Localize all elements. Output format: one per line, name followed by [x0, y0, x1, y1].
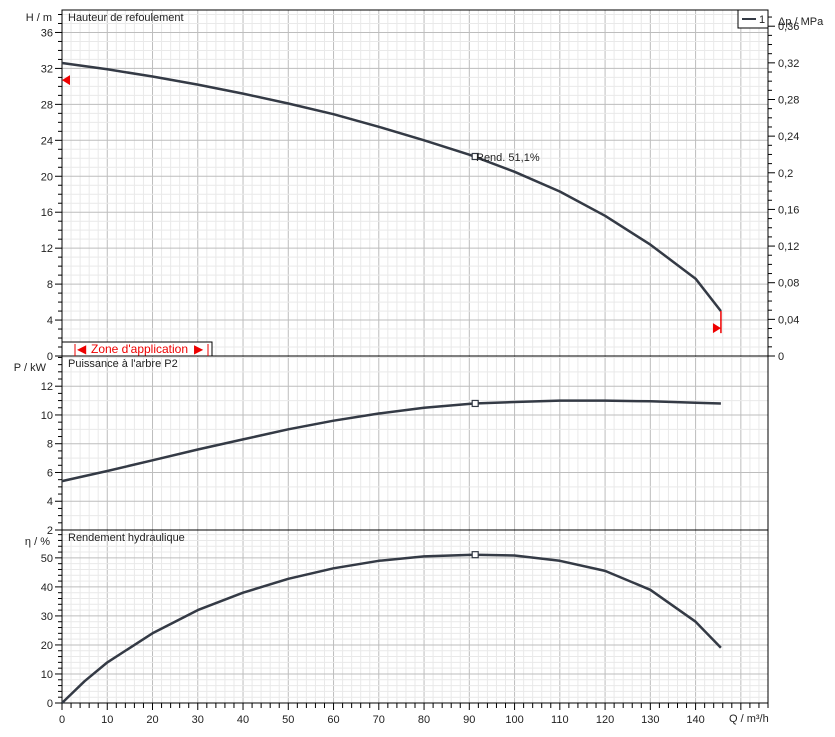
- x-tick-label: 20: [146, 714, 158, 726]
- panel-title-efficiency: Rendement hydraulique: [68, 532, 185, 544]
- y-label-head: H / m: [26, 12, 52, 24]
- x-tick-label: 120: [596, 714, 614, 726]
- y-tick-label: 20: [41, 171, 53, 183]
- x-tick-label: 130: [641, 714, 659, 726]
- right-limit-marker: [712, 323, 721, 334]
- application-zone: ◀ Zone d'application ▶: [61, 341, 213, 357]
- x-tick-label: 0: [59, 714, 65, 726]
- y-right-tick-label: 0: [778, 351, 784, 363]
- y-tick-label: 10: [41, 669, 53, 681]
- y-right-tick-label: 0,28: [778, 94, 799, 106]
- operating-point-marker: [471, 152, 479, 161]
- y-tick-label: 0: [47, 351, 53, 363]
- y-tick-label: 36: [41, 27, 53, 39]
- x-tick-label: 40: [237, 714, 249, 726]
- y-label-power: P / kW: [14, 362, 47, 374]
- axes: 04812162024283236246810120102030405000,0…: [41, 9, 799, 726]
- x-tick-label: 30: [192, 714, 204, 726]
- y-right-tick-label: 0,36: [778, 21, 799, 33]
- y-tick-label: 0: [47, 698, 53, 710]
- x-tick-label: 90: [463, 714, 475, 726]
- left-limit-marker: [62, 75, 70, 86]
- x-tick-label: 100: [505, 714, 523, 726]
- y-right-tick-label: 0,24: [778, 131, 799, 143]
- curve-line: [61, 399, 721, 483]
- y-tick-label: 24: [41, 135, 53, 147]
- y-tick-label: 4: [47, 496, 53, 508]
- operating-point-marker: [471, 399, 479, 408]
- legend-label: 1: [759, 14, 765, 26]
- y-tick-label: 10: [41, 410, 53, 422]
- y-tick-label: 8: [47, 439, 53, 451]
- x-tick-label: 110: [551, 714, 569, 726]
- legend: 1: [737, 9, 769, 29]
- y-tick-label: 12: [41, 381, 53, 393]
- y-tick-label: 16: [41, 207, 53, 219]
- zone-arrow-left: ◀: [77, 342, 87, 356]
- y-tick-label: 12: [41, 243, 53, 255]
- y-right-tick-label: 0,2: [778, 168, 793, 180]
- y-label-pressure: Δp / MPa: [778, 16, 824, 28]
- operating-point-marker: [471, 551, 479, 559]
- y-tick-label: 40: [41, 582, 53, 594]
- zone-label: Zone d'application: [91, 342, 188, 356]
- y-right-tick-label: 0,04: [778, 314, 799, 326]
- x-tick-label: 50: [282, 714, 294, 726]
- y-tick-label: 4: [47, 315, 53, 327]
- y-tick-label: 50: [41, 553, 53, 565]
- y-right-tick-label: 0,16: [778, 204, 799, 216]
- x-label: Q / m³/h: [729, 713, 769, 725]
- y-tick-label: 6: [47, 467, 53, 479]
- y-tick-label: 8: [47, 279, 53, 291]
- x-tick-label: 60: [327, 714, 339, 726]
- y-right-tick-label: 0,08: [778, 278, 799, 290]
- y-label-efficiency: η / %: [25, 536, 50, 548]
- y-tick-label: 30: [41, 611, 53, 623]
- y-right-tick-label: 0,12: [778, 241, 799, 253]
- zone-arrow-right: ▶: [194, 342, 204, 356]
- y-tick-label: 20: [41, 640, 53, 652]
- x-tick-label: 140: [686, 714, 704, 726]
- panel-title-head: Hauteur de refoulement: [68, 12, 184, 24]
- y-tick-label: 32: [41, 63, 53, 75]
- curve-line: [61, 553, 722, 704]
- x-tick-label: 80: [418, 714, 430, 726]
- panel-title-power: Puissance à l'arbre P2: [68, 358, 178, 370]
- y-right-tick-label: 0,32: [778, 58, 799, 70]
- x-tick-label: 70: [373, 714, 385, 726]
- marks: [61, 61, 722, 704]
- y-tick-label: 28: [41, 99, 53, 111]
- y-tick-label: 2: [47, 525, 53, 537]
- x-tick-label: 10: [101, 714, 113, 726]
- operating-point-label: Rend. 51,1%: [476, 152, 540, 164]
- curve-line: [61, 61, 722, 312]
